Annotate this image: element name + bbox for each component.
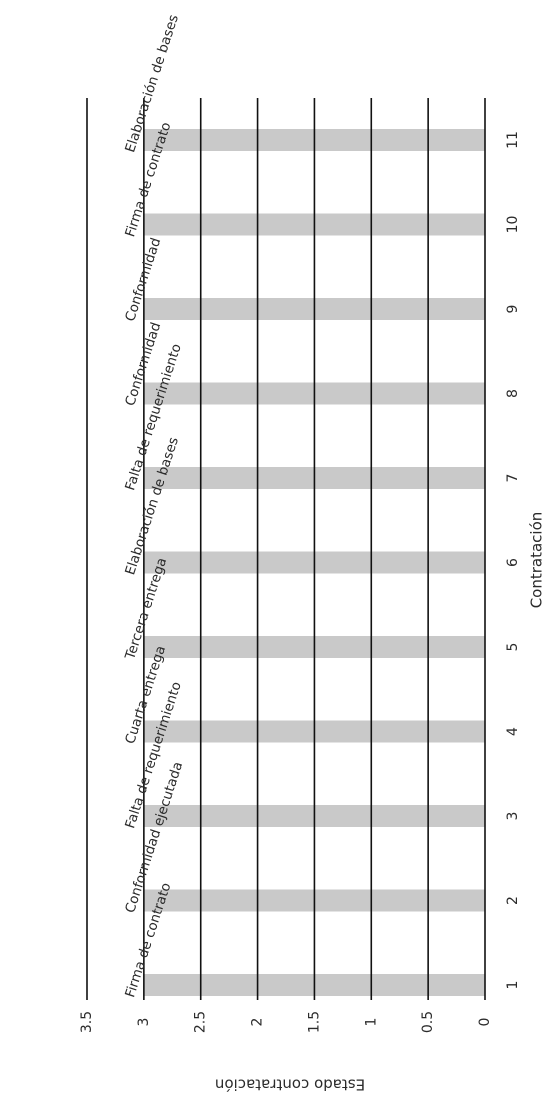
grid-lines — [86, 98, 486, 1000]
x-tick-label: 7 — [505, 474, 521, 483]
y-tick-label: 0 — [477, 1018, 493, 1027]
x-tick-label: 4 — [505, 727, 521, 736]
x-tick-label: 8 — [505, 389, 521, 398]
y-tick-labels: 0 0.5 1 1.5 2 2.5 3 3.5 — [79, 1011, 493, 1033]
y-tick-label: 1 — [363, 1018, 379, 1027]
x-tick-label: 1 — [505, 981, 521, 990]
x-tick-label: 9 — [505, 305, 521, 314]
x-tick-label: 11 — [505, 131, 521, 149]
y-tick-label: 2.5 — [193, 1011, 209, 1033]
x-tick-label: 6 — [505, 558, 521, 567]
x-tick-label: 10 — [505, 216, 521, 234]
y-tick-label: 0.5 — [420, 1011, 436, 1033]
x-tick-label: 5 — [505, 643, 521, 652]
y-tick-label: 3 — [136, 1018, 152, 1027]
x-tick-labels: 1 2 3 4 5 6 7 8 9 10 11 — [505, 131, 521, 989]
y-tick-label: 2 — [250, 1018, 266, 1027]
x-tick-label: 3 — [505, 812, 521, 821]
y-tick-label: 3.5 — [79, 1011, 95, 1033]
y-tick-label: 1.5 — [306, 1011, 322, 1033]
x-tick-label: 2 — [505, 896, 521, 905]
x-axis-label: Contratación — [528, 512, 544, 609]
y-axis-label: Estado contratación — [215, 1076, 365, 1094]
